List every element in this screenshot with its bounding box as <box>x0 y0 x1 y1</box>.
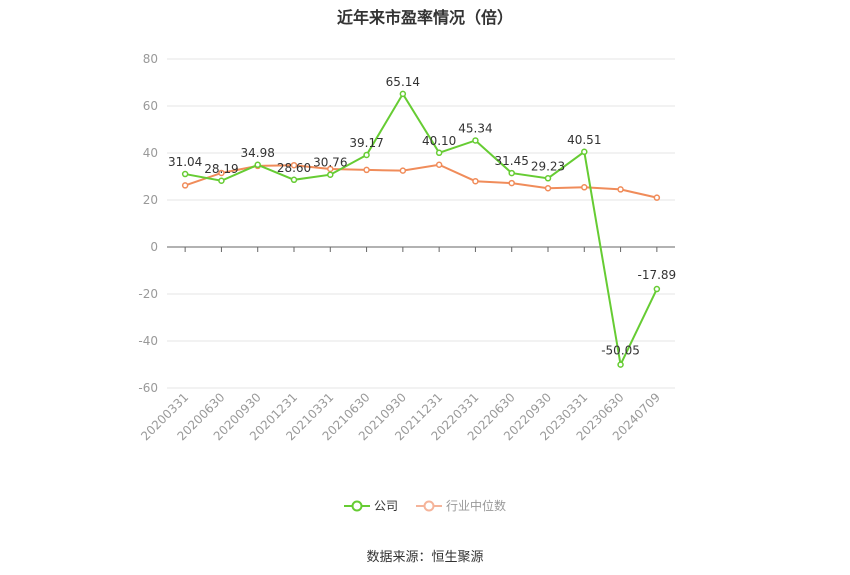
data-point-1[interactable] <box>581 184 588 191</box>
series-line-1 <box>184 163 658 199</box>
y-tick-label: 80 <box>143 52 158 66</box>
legend-company-icon <box>343 500 370 511</box>
data-label: 30.76 <box>313 156 347 170</box>
data-label: 39.17 <box>349 136 383 150</box>
data-label: 31.04 <box>168 155 202 169</box>
data-label: 34.98 <box>241 146 275 160</box>
legend: 公司 行业中位数 <box>0 497 850 514</box>
y-tick-label: 20 <box>143 193 158 207</box>
data-label: 29.23 <box>531 159 565 173</box>
legend-item-company[interactable]: 公司 <box>343 497 398 514</box>
y-tick-label: -60 <box>138 381 158 395</box>
y-tick-label: 60 <box>143 99 158 113</box>
data-point-0[interactable] <box>290 176 298 184</box>
data-label: 65.14 <box>386 75 420 89</box>
data-label: -50.05 <box>601 344 640 358</box>
data-label: 45.34 <box>458 121 492 135</box>
chart-title: 近年来市盈率情况（倍） <box>336 8 513 27</box>
legend-industry-median-icon <box>416 500 442 511</box>
series-line-0 <box>184 91 658 368</box>
y-tick-label: -20 <box>138 287 158 301</box>
data-point-1[interactable] <box>544 185 552 192</box>
data-point-1[interactable] <box>653 194 661 201</box>
data-label: 40.51 <box>567 133 601 147</box>
y-tick-label: -40 <box>138 334 158 348</box>
data-point-0[interactable] <box>544 175 552 182</box>
grid-layer <box>167 58 675 389</box>
y-tick-label: 0 <box>150 240 158 254</box>
y-tick-label: 40 <box>143 146 158 160</box>
data-point-0[interactable] <box>472 137 479 144</box>
data-point-1[interactable] <box>290 161 298 169</box>
data-point-0[interactable] <box>435 149 443 157</box>
data-point-0[interactable] <box>327 171 334 178</box>
data-label: 40.10 <box>422 134 456 148</box>
data-point-1[interactable] <box>472 177 479 185</box>
data-point-0[interactable] <box>581 148 588 156</box>
data-point-0[interactable] <box>653 285 661 293</box>
data-source: 数据来源：恒生聚源 <box>366 550 484 565</box>
data-point-1[interactable] <box>399 167 407 174</box>
legend-company-label: 公司 <box>373 499 398 513</box>
data-point-0[interactable] <box>363 151 370 159</box>
data-point-1[interactable] <box>181 182 189 189</box>
y-axis: 80 60 40 20 0 -20 -40 -60 <box>138 52 158 395</box>
data-point-0[interactable] <box>181 170 189 178</box>
data-point-1[interactable] <box>435 161 443 168</box>
legend-item-industry-median[interactable]: 行业中位数 <box>416 497 506 514</box>
data-point-0[interactable] <box>617 361 624 368</box>
data-point-0[interactable] <box>399 90 407 98</box>
legend-industry-median-label: 行业中位数 <box>446 499 507 513</box>
data-point-1[interactable] <box>508 179 515 187</box>
x-axis: 2020033120200630202009302020123120210331… <box>138 246 675 443</box>
data-label: 28.19 <box>204 162 238 176</box>
data-label: -17.89 <box>638 268 677 282</box>
series-layer <box>181 90 661 368</box>
data-point-1[interactable] <box>363 166 370 174</box>
data-point-1[interactable] <box>218 169 225 177</box>
data-point-0[interactable] <box>218 177 225 185</box>
data-point-1[interactable] <box>617 186 624 193</box>
data-point-0[interactable] <box>508 169 515 177</box>
data-point-0[interactable] <box>254 161 261 169</box>
data-label: 28.60 <box>277 161 311 175</box>
data-label: 31.45 <box>495 154 529 168</box>
